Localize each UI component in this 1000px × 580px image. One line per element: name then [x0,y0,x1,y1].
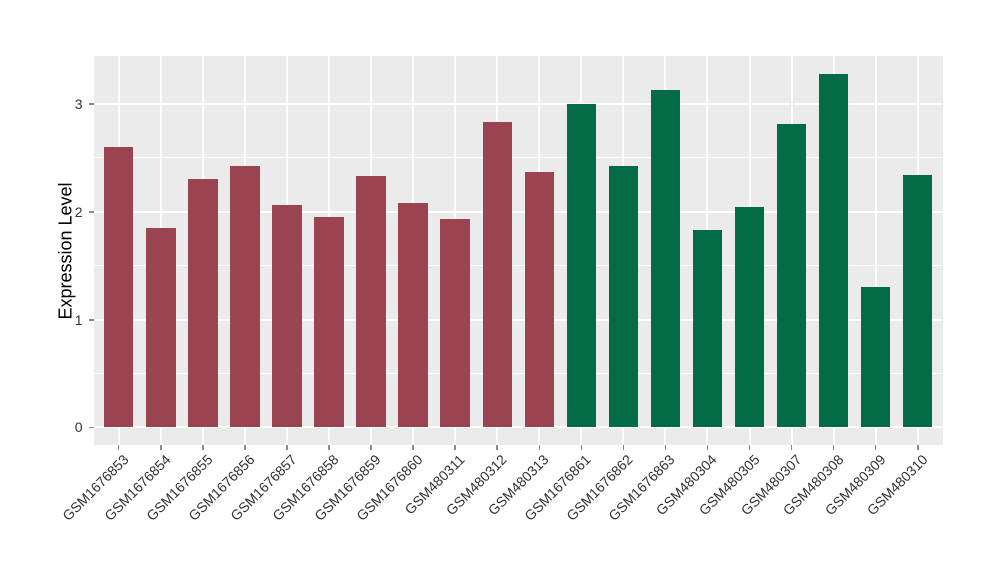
bar-GSM1676862 [608,166,639,428]
bar-GSM480307 [776,124,807,428]
plot-panel [93,56,943,445]
bar-GSM480304 [692,230,723,428]
bar-GSM1676857 [272,205,302,428]
y-tick-label: 3 [74,95,83,112]
x-tick-mark [706,445,709,450]
x-tick-mark [580,445,583,450]
x-tick-mark [748,445,751,450]
gridline-y-minor [93,372,943,374]
x-tick-mark [538,445,541,450]
y-tick-mark [88,319,94,321]
bar-GSM480308 [818,73,849,428]
bar-GSM1676863 [650,89,681,428]
x-tick-mark [454,445,456,450]
y-tick-label: 0 [74,419,83,436]
bar-GSM480309 [860,287,891,428]
x-tick-mark [244,445,246,450]
x-tick-mark [286,445,288,450]
bar-GSM480312 [482,122,512,428]
x-tick-mark [622,445,625,450]
x-tick-mark [412,445,414,450]
gridline-y-minor [93,157,943,159]
bar-GSM1676854 [146,227,176,428]
gridline-y-major [93,426,943,429]
bar-GSM1676860 [398,203,428,428]
bar-GSM1676858 [314,217,344,428]
bar-GSM1676856 [230,166,260,428]
bar-GSM1676853 [104,147,134,428]
y-tick-mark [88,426,94,429]
x-tick-mark [160,445,162,450]
gridline-y-major [93,210,943,213]
bar-GSM1676855 [188,179,218,428]
y-tick-mark [88,103,94,105]
y-tick-label: 1 [74,311,83,328]
bar-GSM1676859 [356,176,386,428]
x-tick-mark [202,445,204,450]
x-tick-mark [117,445,120,450]
x-tick-mark [790,445,793,450]
x-tick-mark [664,445,667,450]
y-tick-label: 2 [74,203,83,220]
bar-GSM480313 [524,171,554,428]
gridline-y-minor [93,265,943,267]
bar-GSM480305 [734,207,765,428]
x-tick-mark [370,445,372,450]
x-tick-mark [917,445,919,450]
gridline-y-major [93,318,943,321]
x-tick-mark [328,445,330,450]
gridline-y-major [93,102,943,105]
bar-GSM480310 [903,175,933,428]
x-tick-mark [496,445,498,450]
bar-GSM480311 [440,219,470,428]
x-tick-mark [874,445,877,450]
gridline-x-major [874,56,877,445]
bar-GSM1676861 [566,103,597,428]
y-tick-mark [88,211,94,213]
x-tick-mark [832,445,835,450]
